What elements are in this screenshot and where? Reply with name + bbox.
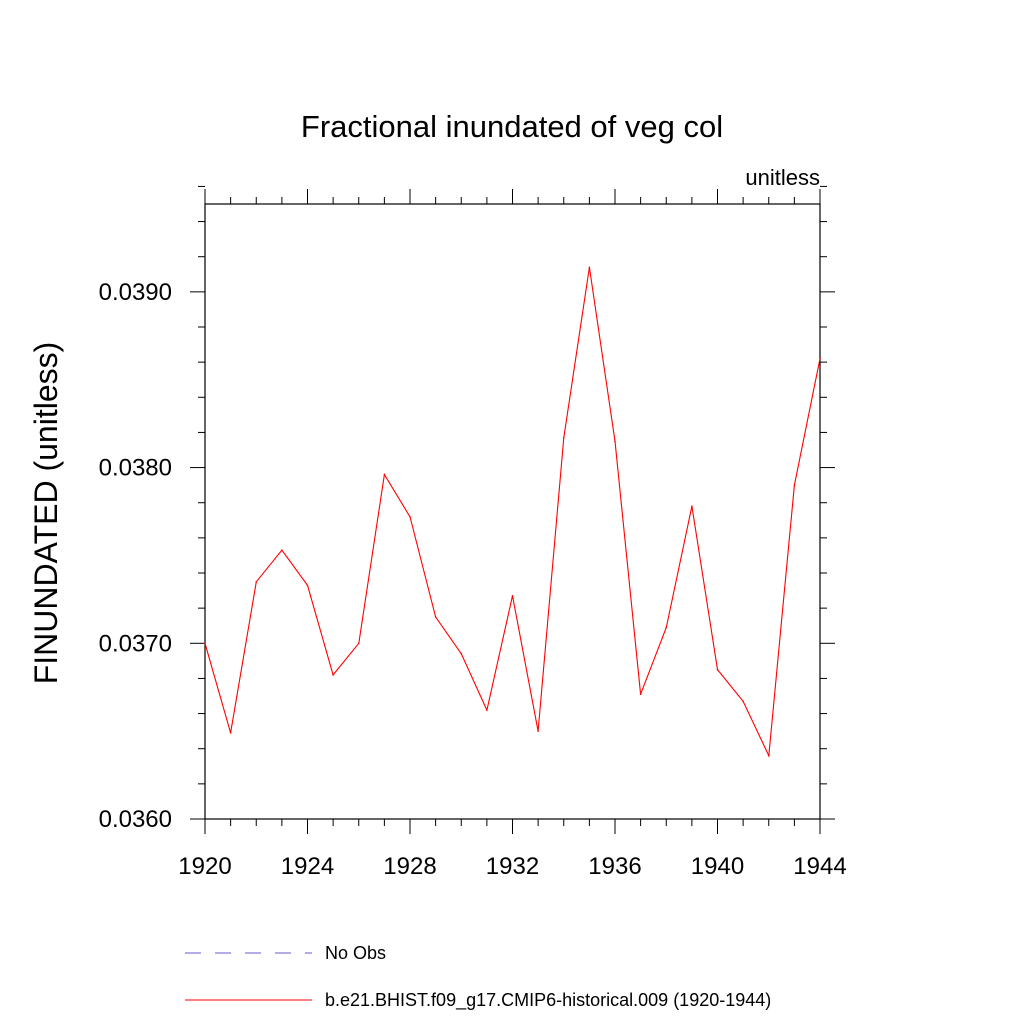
x-tick-label: 1940 bbox=[691, 853, 744, 880]
data-point bbox=[383, 473, 386, 476]
data-point bbox=[306, 584, 309, 587]
data-point bbox=[562, 436, 565, 439]
y-tick-labels: 0.0360 0.0370 0.0380 0.0390 bbox=[99, 279, 172, 833]
x-tick-label: 1944 bbox=[793, 853, 846, 880]
legend-label-no-obs: No Obs bbox=[325, 943, 386, 963]
x-tick-label: 1928 bbox=[383, 853, 436, 880]
data-point bbox=[793, 484, 796, 486]
data-point bbox=[460, 653, 463, 655]
data-point bbox=[409, 515, 411, 518]
y-tick-label: 0.0360 bbox=[99, 806, 172, 833]
data-point bbox=[614, 440, 616, 443]
data-point bbox=[332, 674, 334, 676]
x-tick-labels: 1920 1924 1928 1932 1936 1940 1944 bbox=[178, 853, 846, 880]
y-tick-label: 0.0370 bbox=[99, 630, 172, 657]
x-tick-label: 1932 bbox=[486, 853, 539, 880]
data-point bbox=[639, 693, 642, 696]
axis-ticks bbox=[190, 185, 835, 834]
data-point bbox=[691, 505, 693, 508]
y-tick-label: 0.0390 bbox=[99, 279, 172, 306]
y-tick-label: 0.0380 bbox=[99, 455, 172, 482]
data-point bbox=[511, 595, 514, 597]
data-point bbox=[819, 357, 821, 360]
data-point bbox=[281, 549, 283, 551]
legend-label-historical: b.e21.BHIST.f09_g17.CMIP6-historical.009… bbox=[325, 990, 771, 1011]
x-tick-label: 1936 bbox=[588, 853, 641, 880]
units-label: unitless bbox=[745, 165, 820, 190]
data-point bbox=[742, 700, 744, 703]
x-tick-label: 1920 bbox=[178, 853, 231, 880]
legend: No Obs b.e21.BHIST.f09_g17.CMIP6-histori… bbox=[185, 943, 771, 1011]
series-line-0 bbox=[204, 267, 821, 758]
data-point bbox=[716, 668, 719, 671]
data-point bbox=[588, 266, 591, 269]
series-group bbox=[204, 266, 821, 758]
data-point bbox=[537, 730, 539, 732]
data-point bbox=[357, 642, 360, 645]
x-tick-label: 1924 bbox=[281, 853, 334, 880]
data-point bbox=[665, 626, 668, 629]
data-point bbox=[486, 709, 488, 711]
data-point bbox=[229, 732, 232, 734]
plot-frame bbox=[204, 203, 821, 820]
data-point bbox=[434, 616, 437, 618]
data-point bbox=[767, 754, 770, 757]
chart-title: Fractional inundated of veg col bbox=[301, 109, 723, 144]
y-axis-label: FINUNDATED (unitless) bbox=[28, 342, 64, 685]
data-point bbox=[255, 580, 258, 583]
data-point bbox=[204, 642, 206, 645]
